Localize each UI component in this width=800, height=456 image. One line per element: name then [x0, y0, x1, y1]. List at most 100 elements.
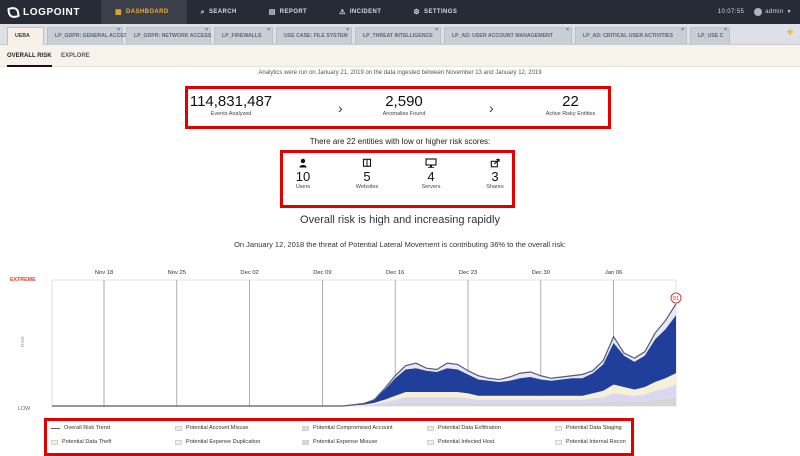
- close-icon[interactable]: ×: [435, 27, 438, 33]
- x-tick-label: Dec 23: [459, 270, 477, 276]
- top-right-controls: 10:07:55 admin ▼: [718, 0, 792, 24]
- user-icon: [283, 158, 323, 168]
- tab-6[interactable]: LP_AD: USER ACCOUNT MANAGEMENT ×: [444, 27, 572, 45]
- top-navigation-bar: LOGPOINT ▦ DASHBOARD ⌕ SEARCH ▤ REPORT ⚠ INCIDE…: [0, 0, 800, 24]
- color-swatch-icon: [427, 439, 434, 445]
- close-icon[interactable]: ×: [267, 27, 270, 33]
- latest-risk-marker[interactable]: [670, 292, 682, 304]
- nav-search[interactable]: ⌕ SEARCH: [187, 0, 255, 24]
- tab-8[interactable]: LP_USE C ×: [690, 27, 730, 45]
- dashboard-tabs: UEBA LP_GDPR: GENERAL ACCESS × LP_GDPR: NET…: [7, 27, 730, 45]
- websites-count: 5: [363, 169, 371, 184]
- username: admin: [765, 9, 784, 15]
- tab-label: USE CASE: FILE SYSTEM: [284, 33, 348, 39]
- logpoint-logo-icon: [7, 5, 20, 19]
- legend-item[interactable]: Potential Data Staging: [555, 425, 622, 431]
- legend-item[interactable]: Potential Internal Recon: [555, 439, 626, 445]
- close-icon[interactable]: ×: [346, 27, 349, 33]
- sub-navigation: OVERALL RISK EXPLORE: [0, 45, 800, 67]
- servers-label: Servers: [421, 184, 441, 190]
- risk-detail: On January 12, 2018 the threat of Potent…: [234, 240, 566, 249]
- share-icon: [475, 158, 515, 168]
- risk-axis-label: RISK: [20, 335, 26, 347]
- logpoint-logo: LOGPOINT: [7, 5, 80, 19]
- tab-label: LP_AD: CRITICAL USER ACTIVITIES: [583, 33, 673, 39]
- events-analyzed-metric: 114,831,487 Events Analyzed: [188, 94, 274, 117]
- tab-label: LP_GDPR: GENERAL ACCESS: [55, 33, 131, 39]
- user-menu[interactable]: admin ▼: [754, 8, 792, 16]
- color-swatch-icon: [427, 425, 434, 431]
- nav-settings[interactable]: ⚙ SETTINGS: [399, 0, 475, 24]
- tab-0[interactable]: UEBA: [7, 27, 44, 45]
- anomalies-found-value: 2,590: [385, 93, 423, 110]
- legend-label: Potential Data Exfiltration: [438, 425, 501, 431]
- server-icon: [411, 158, 451, 168]
- nav-label: SETTINGS: [424, 9, 458, 15]
- legend-label: Potential Data Theft: [62, 439, 112, 445]
- servers-entity[interactable]: 4 Servers: [411, 158, 451, 190]
- legend-item[interactable]: Overall Risk Trend: [51, 425, 110, 431]
- tab-5[interactable]: LP_THREAT INTELLIGENCE ×: [355, 27, 441, 45]
- legend-item[interactable]: Potential Data Theft: [51, 439, 111, 445]
- close-icon[interactable]: ×: [205, 27, 208, 33]
- shares-label: Shares: [486, 184, 504, 190]
- website-icon: [347, 158, 387, 168]
- x-tick-label: Nov 18: [95, 270, 113, 276]
- active-risky-entities-metric: 22 Active Risky Entities: [533, 94, 608, 117]
- users-entity[interactable]: 10 Users: [283, 158, 323, 190]
- color-swatch-icon: [175, 425, 182, 431]
- websites-entity[interactable]: 5 Websites: [347, 158, 387, 190]
- legend-item[interactable]: Potential Data Exfiltration: [427, 425, 501, 431]
- tab-3[interactable]: LP_FIREWALLS ×: [214, 27, 273, 45]
- servers-count: 4: [427, 169, 435, 184]
- chevron-right-icon: ›: [489, 100, 494, 116]
- chevron-right-icon: ›: [338, 100, 343, 116]
- tab-overall-risk[interactable]: OVERALL RISK: [7, 45, 52, 67]
- legend-item[interactable]: Potential Compromised Account: [302, 425, 393, 431]
- tab-label: LP_GDPR: NETWORK ACCESS: [134, 33, 212, 39]
- analytics-note: Analytics were run on January 21, 2019 o…: [258, 70, 542, 76]
- color-swatch-icon: [51, 439, 58, 445]
- legend-label: Potential Account Misuse: [186, 425, 249, 431]
- close-icon[interactable]: ×: [117, 27, 120, 33]
- x-tick-label: Dec 02: [240, 270, 258, 276]
- entity-summary-title: There are 22 entities with low or higher…: [309, 137, 491, 146]
- search-icon: ⌕: [200, 8, 205, 16]
- nav-dashboard[interactable]: ▦ DASHBOARD: [101, 0, 187, 24]
- legend-item[interactable]: Potential Infected Host: [427, 439, 494, 445]
- chevron-down-icon: ▼: [786, 9, 792, 15]
- users-count: 10: [295, 169, 311, 184]
- legend-item[interactable]: Potential Account Misuse: [175, 425, 249, 431]
- clock: 10:07:55: [717, 9, 745, 15]
- color-swatch-icon: [555, 425, 562, 431]
- tab-1[interactable]: LP_GDPR: GENERAL ACCESS ×: [47, 27, 131, 45]
- legend-label: Potential Data Staging: [566, 425, 622, 431]
- add-tab-button[interactable]: +: [786, 25, 794, 39]
- tab-label: LP_USE C: [698, 33, 724, 39]
- tab-4[interactable]: USE CASE: FILE SYSTEM ×: [276, 27, 352, 45]
- shares-entity[interactable]: 3 Shares: [475, 158, 515, 190]
- close-icon[interactable]: ×: [681, 27, 684, 33]
- legend-item[interactable]: Potential Expense Duplication: [175, 439, 260, 445]
- close-icon[interactable]: ×: [724, 27, 727, 33]
- nav-label: SEARCH: [208, 9, 237, 15]
- series-account-misuse: [52, 373, 676, 406]
- legend-item[interactable]: Potential Expense Misuse: [302, 439, 377, 445]
- latest-risk-value: 81: [673, 296, 679, 302]
- tab-explore[interactable]: EXPLORE: [61, 53, 90, 59]
- series-lateral-movement: [52, 315, 676, 406]
- legend-label: Potential Expense Duplication: [186, 439, 261, 445]
- legend-label: Potential Expense Misuse: [313, 439, 378, 445]
- tab-label: LP_FIREWALLS: [222, 33, 262, 39]
- tab-2[interactable]: LP_GDPR: NETWORK ACCESS ×: [126, 27, 211, 45]
- nav-incident[interactable]: ⚠ INCIDENT: [325, 0, 399, 24]
- close-icon[interactable]: ×: [566, 27, 569, 33]
- nav-report[interactable]: ▤ REPORT: [255, 0, 325, 24]
- legend-label: Potential Internal Recon: [566, 439, 626, 445]
- x-tick-label: Dec 16: [386, 270, 404, 276]
- dashboard-tab-bar: UEBA LP_GDPR: GENERAL ACCESS × LP_GDPR: NET…: [0, 24, 800, 45]
- low-label: LOW: [18, 406, 30, 412]
- tab-7[interactable]: LP_AD: CRITICAL USER ACTIVITIES ×: [575, 27, 687, 45]
- legend-label: Overall Risk Trend: [64, 425, 111, 431]
- active-risky-entities-label: Active Risky Entities: [545, 111, 596, 117]
